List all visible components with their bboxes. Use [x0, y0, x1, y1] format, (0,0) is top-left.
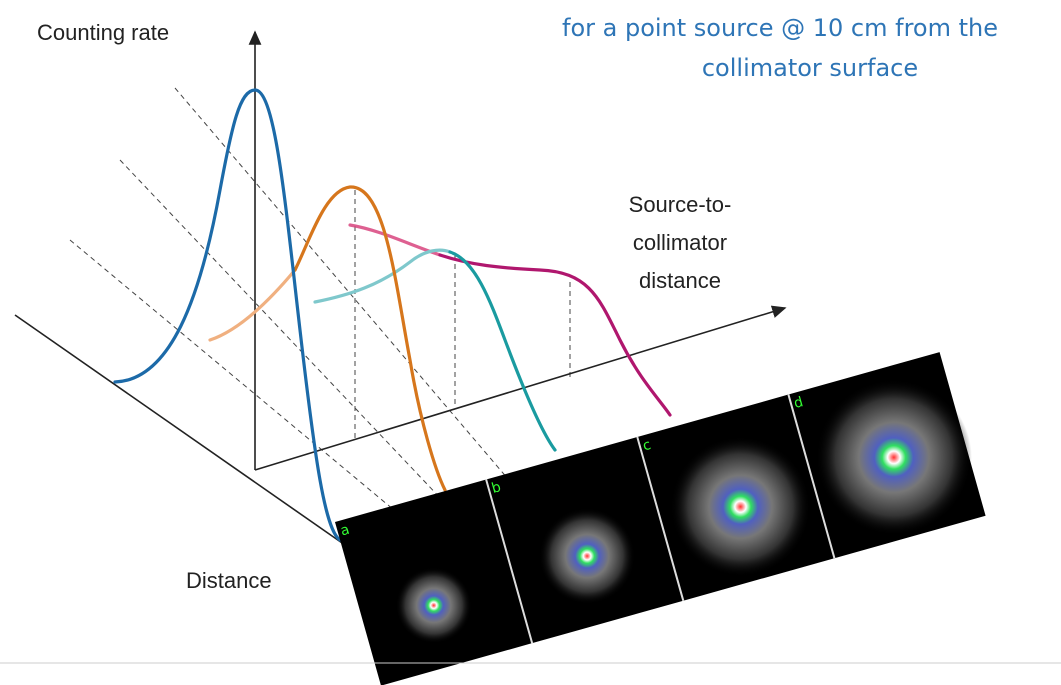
- panel-divider: [485, 479, 534, 644]
- curves: [113, 88, 672, 542]
- image-strip: a b c d: [335, 352, 986, 685]
- panel-divider: [636, 436, 685, 601]
- curve-c-back: [313, 248, 452, 304]
- panel-label: d: [792, 394, 805, 412]
- y-axis-label: Counting rate: [37, 20, 169, 45]
- title-line: for a point source @ 10 cm from the: [562, 14, 998, 42]
- point-spread-blob: [670, 436, 811, 577]
- curve-b: [293, 185, 447, 492]
- panel-label: a: [339, 522, 352, 540]
- depth-label-line: Source-to-: [629, 192, 732, 217]
- x-axis-label: Distance: [186, 568, 272, 593]
- depth-axis: [254, 305, 787, 471]
- point-spread-blob: [815, 379, 972, 536]
- curve-back: [348, 223, 442, 257]
- axes: [14, 30, 787, 546]
- depth-label-line: distance: [639, 268, 721, 293]
- panel-divider: [787, 394, 836, 559]
- curve-d: [438, 253, 672, 417]
- title-line: collimator surface: [702, 54, 918, 82]
- curve-a: [113, 88, 342, 542]
- x-axis: [14, 314, 346, 546]
- dashed-guides: [69, 87, 571, 541]
- panel-label: b: [490, 479, 503, 497]
- curve-c: [448, 250, 557, 452]
- curve-b-back: [208, 268, 297, 342]
- depth-label-line: collimator: [633, 230, 727, 255]
- point-spread-blob: [395, 567, 472, 644]
- point-spread-blob: [539, 508, 636, 605]
- panel-label: c: [641, 437, 653, 454]
